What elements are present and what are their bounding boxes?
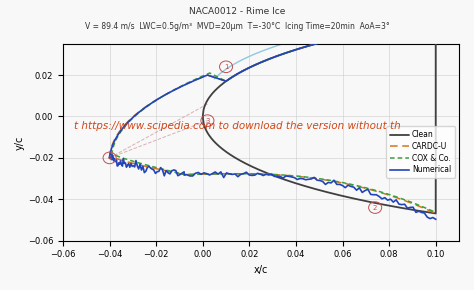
COX & Co. bbox=[214, 75, 219, 78]
CARDC-U bbox=[328, 179, 334, 183]
COX & Co. bbox=[328, 179, 334, 182]
Clean bbox=[314, 188, 319, 191]
Text: 2: 2 bbox=[373, 204, 377, 211]
Text: V = 89.4 m/s  LWC=0.5g/m³  MVD=20μm  T=-30°C  Icing Time=20min  AoA=3°: V = 89.4 m/s LWC=0.5g/m³ MVD=20μm T=-30°… bbox=[85, 22, 389, 31]
Clean bbox=[390, 205, 396, 208]
CARDC-U bbox=[156, 168, 162, 171]
Numerical bbox=[396, 202, 402, 206]
Line: CARDC-U: CARDC-U bbox=[109, 19, 436, 213]
Clean bbox=[200, 115, 206, 118]
Line: Clean: Clean bbox=[203, 19, 436, 213]
Numerical bbox=[110, 142, 116, 145]
CARDC-U bbox=[408, 201, 413, 204]
COX & Co. bbox=[157, 167, 163, 170]
Numerical bbox=[212, 76, 218, 79]
CARDC-U bbox=[396, 197, 402, 200]
COX & Co. bbox=[433, 18, 438, 21]
COX & Co. bbox=[396, 196, 402, 200]
Clean bbox=[200, 115, 206, 118]
Numerical bbox=[328, 181, 334, 185]
CARDC-U bbox=[110, 140, 116, 144]
Numerical bbox=[433, 218, 438, 221]
Text: 4: 4 bbox=[108, 155, 112, 161]
Text: 3: 3 bbox=[205, 118, 210, 124]
Text: t https://www.scipedia.com to download the version without th: t https://www.scipedia.com to download t… bbox=[73, 121, 401, 131]
Line: COX & Co.: COX & Co. bbox=[112, 19, 436, 212]
COX & Co. bbox=[433, 211, 438, 214]
Line: Numerical: Numerical bbox=[109, 19, 436, 219]
COX & Co. bbox=[113, 139, 118, 142]
Text: NACA0012 - Rime Ice: NACA0012 - Rime Ice bbox=[189, 7, 285, 16]
Text: 1: 1 bbox=[224, 64, 228, 70]
Clean bbox=[433, 212, 438, 215]
Numerical bbox=[156, 170, 162, 173]
COX & Co. bbox=[408, 200, 413, 204]
CARDC-U bbox=[212, 76, 218, 79]
Legend: Clean, CARDC-U, COX & Co., Numerical: Clean, CARDC-U, COX & Co., Numerical bbox=[386, 126, 455, 178]
Y-axis label: y/c: y/c bbox=[15, 135, 25, 150]
X-axis label: x/c: x/c bbox=[254, 265, 268, 275]
Numerical bbox=[433, 18, 438, 21]
Clean bbox=[283, 51, 288, 55]
Clean bbox=[320, 40, 326, 44]
Clean bbox=[433, 18, 438, 21]
CARDC-U bbox=[433, 18, 438, 21]
Clean bbox=[354, 197, 359, 201]
Clean bbox=[411, 21, 417, 25]
Numerical bbox=[408, 206, 413, 209]
CARDC-U bbox=[433, 212, 438, 215]
